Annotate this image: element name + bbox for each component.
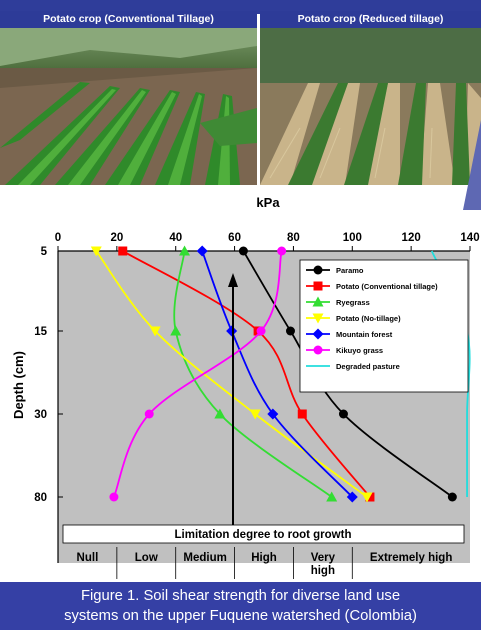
chart: kPa Depth (cm) 0 20 40 60 80 100 120 140 5 15 30 8… [11,195,480,579]
series-line-potato-no-tillage [95,250,368,498]
x-tick-label: 20 [110,232,123,244]
x-tick-label: 140 [460,232,479,244]
data-point-paramo [238,246,248,256]
y-tick-label: 15 [34,326,47,338]
series-line-mountain-forest [201,250,353,498]
limitation-title-box [62,524,465,544]
limitation-category: Very high [311,552,336,577]
data-point-potato-conventional-tillage [118,246,128,256]
data-point-potato-no-tillage [149,326,161,337]
legend: Paramo Potato (Conventional tillage) Ryegr… [299,259,469,393]
data-point-paramo [338,409,348,419]
x-tick-label: 80 [287,232,300,244]
data-point-kikuyo-grass [277,246,287,256]
legend-label-paramo: Paramo [336,266,364,275]
photo-conventional-tillage [0,28,257,185]
x-tick-label: 60 [228,232,241,244]
caption-line-1: Figure 1. Soil shear strength for divers… [80,588,401,604]
data-point-potato-no-tillage [361,492,373,503]
x-tick-label: 120 [402,232,421,244]
legend-marker-mountain-forest [312,328,324,340]
legend-marker-paramo [313,265,323,275]
legend-marker-ryegrass [312,296,324,307]
legend-label-degraded-pasture: Degraded pasture [336,362,400,371]
data-point-ryegrass [179,245,191,256]
legend-marker-kikuyo-grass [313,345,323,355]
data-point-potato-no-tillage [90,246,102,257]
limitation-panel: Limitation degree to root growth Null Low… [62,524,465,579]
x-tick-label: 100 [343,232,362,244]
chart-title: kPa [256,195,280,210]
data-point-potato-conventional-tillage [297,409,307,419]
photo-label-reduced: Potato crop (Reduced tillage) [260,11,481,28]
series-line-ryegrass [173,250,333,498]
data-point-paramo [447,492,457,502]
caption-line-2: systems on the upper Fuquene watershed (… [64,608,417,624]
limitation-title: Limitation degree to root growth [175,529,352,541]
series-line-potato-conventional-tillage [122,250,371,498]
data-point-ryegrass [170,325,182,336]
legend-label-potato-conventional-tillage: Potato (Conventional tillage) [336,282,438,291]
data-point-potato-no-tillage [249,409,261,420]
data-point-paramo [285,326,295,336]
data-point-mountain-forest [346,491,358,503]
y-axis-label: Depth (cm) [11,351,26,419]
data-point-kikuyo-grass [109,492,119,502]
limitation-category: Extremely high [370,552,452,564]
limitation-category: Medium [183,552,226,564]
y-tick-label: 5 [41,246,48,258]
legend-label-potato-no-tillage: Potato (No-tillage) [336,314,401,323]
data-point-ryegrass [214,408,226,419]
legend-marker-potato-no-tillage [312,313,324,324]
arrow-head [228,273,238,287]
y-tick-label: 80 [34,492,47,504]
top-banner-strip [0,0,481,14]
limitation-category: High [251,552,277,564]
data-point-mountain-forest [196,245,208,257]
data-point-ryegrass [326,491,338,502]
legend-label-kikuyo-grass: Kikuyo grass [336,346,383,355]
data-point-kikuyo-grass [256,326,266,336]
data-point-mountain-forest [267,408,279,420]
limitation-category: Null [77,552,99,564]
legend-label-mountain-forest: Mountain forest [336,330,393,339]
data-point-mountain-forest [226,325,238,337]
y-tick-label: 30 [34,409,47,421]
legend-label-ryegrass: Ryegrass [336,298,370,307]
photo-label-conventional: Potato crop (Conventional Tillage) [0,11,257,28]
data-point-kikuyo-grass [144,409,154,419]
x-tick-label: 40 [169,232,182,244]
photo-reduced-tillage [260,28,481,185]
x-tick-label: 0 [55,232,61,244]
series-line-kikuyo-grass [113,250,283,498]
limitation-category: Low [135,552,158,564]
legend-marker-potato-conventional-tillage [313,281,323,291]
legend-box [299,259,469,393]
figure-caption: Figure 1. Soil shear strength for divers… [0,582,481,630]
